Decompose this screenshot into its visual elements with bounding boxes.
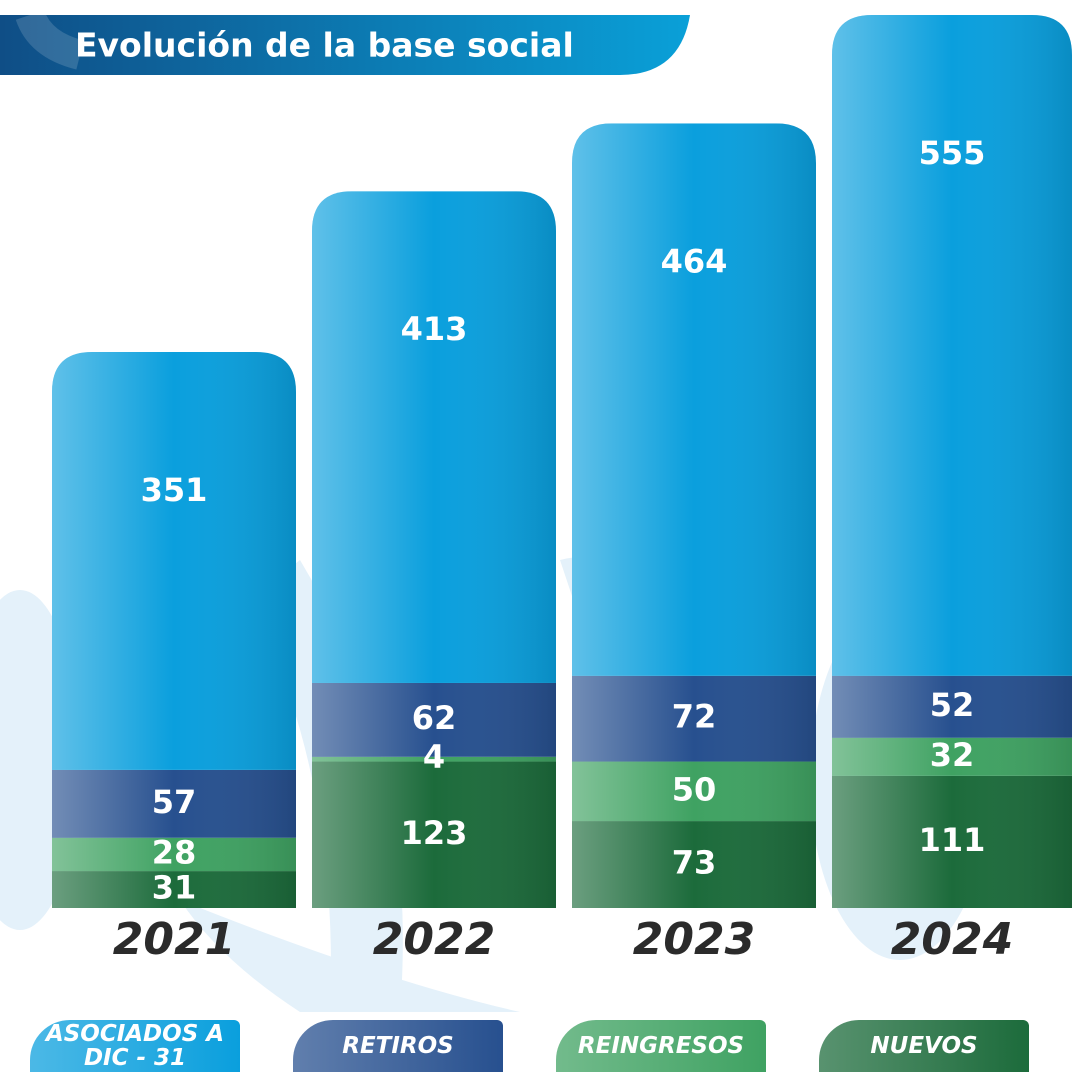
bar-segment-shade	[312, 761, 556, 908]
bar-segment-shade	[312, 191, 556, 683]
bar-stack	[312, 191, 556, 908]
x-tick-label: 2024	[891, 914, 1013, 965]
legend-item: RETIROS	[293, 1020, 503, 1072]
value-label: 28	[152, 833, 197, 871]
bar-segment-shade	[52, 769, 296, 838]
value-label: 555	[919, 134, 986, 172]
value-label: 4	[423, 738, 445, 776]
legend-item: ASOCIADOS A DIC - 31	[30, 1020, 240, 1072]
bar-segment-shade	[572, 675, 816, 762]
bar-segment-shade	[52, 351, 296, 770]
value-label: 413	[401, 310, 468, 348]
value-label: 32	[930, 736, 975, 774]
bar-segment-shade	[832, 737, 1072, 776]
value-label: 464	[661, 242, 728, 280]
bar-segment-shade	[572, 761, 816, 822]
bar-segment-shade	[52, 837, 296, 872]
bar-segment-shade	[832, 775, 1072, 908]
value-label: 57	[152, 783, 197, 821]
legend-item: REINGRESOS	[556, 1020, 766, 1072]
bar-segment-shade	[312, 756, 556, 762]
value-label: 351	[141, 471, 208, 509]
bar-segment-shade	[312, 682, 556, 757]
value-label: 123	[401, 814, 468, 852]
legend: ASOCIADOS A DIC - 31 RETIROS REINGRESOS NUE…	[0, 1012, 1072, 1072]
bar-segment-shade	[572, 821, 816, 908]
title-banner	[0, 15, 690, 75]
chart-title: Evolución de la base social	[75, 26, 574, 65]
x-tick-label: 2022	[373, 914, 495, 965]
value-label: 73	[672, 844, 717, 882]
bar-segment-shade	[832, 15, 1072, 676]
value-label: 52	[930, 686, 975, 724]
x-tick-label: 2021	[113, 914, 235, 965]
bar-stack	[572, 123, 816, 908]
bar-segment-shade	[832, 675, 1072, 738]
value-label: 72	[672, 698, 717, 736]
title-banner-shade	[15, 9, 85, 70]
value-label: 62	[412, 699, 457, 737]
value-label: 111	[919, 821, 986, 859]
value-label: 50	[672, 770, 717, 808]
x-tick-label: 2023	[633, 914, 755, 965]
bar-segment-shade	[52, 871, 296, 908]
bar-stack	[52, 351, 296, 908]
bar-stack	[832, 15, 1072, 908]
bar-segment-shade	[572, 123, 816, 676]
legend-item: NUEVOS	[819, 1020, 1029, 1072]
value-label: 31	[152, 869, 197, 907]
